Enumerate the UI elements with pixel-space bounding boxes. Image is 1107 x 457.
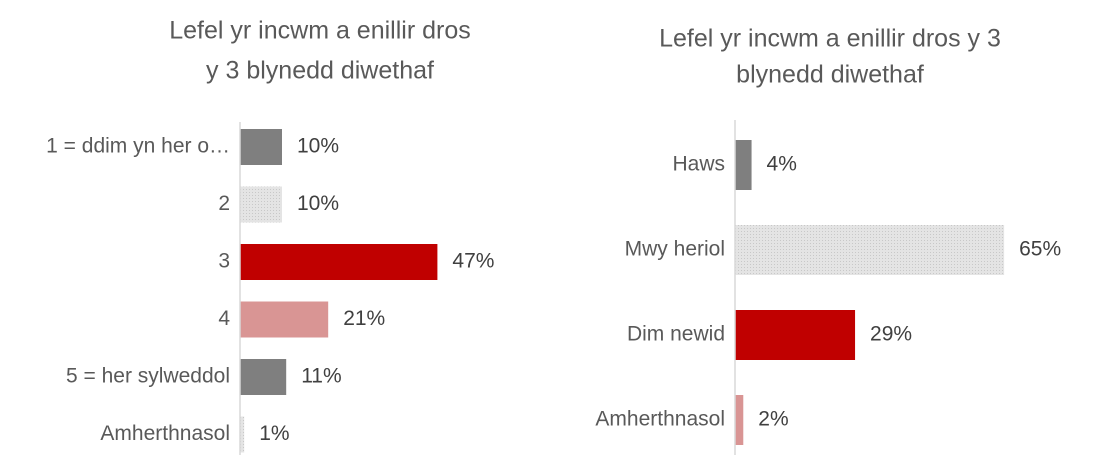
category-label: Amherthnasol [595, 408, 725, 431]
value-label: 10% [297, 192, 339, 215]
category-label: 1 = ddim yn her o… [46, 135, 230, 158]
chart-title: blynedd diwethaf [736, 61, 924, 89]
category-label: 3 [218, 250, 230, 273]
value-label: 2% [758, 408, 788, 431]
value-label: 4% [767, 153, 797, 176]
value-label: 29% [870, 323, 912, 346]
bar [240, 359, 287, 395]
value-label: 21% [343, 307, 385, 330]
value-label: 10% [297, 135, 339, 158]
bar [240, 244, 438, 280]
chart-title: y 3 blynedd diwethaf [206, 57, 434, 85]
value-label: 65% [1019, 238, 1061, 261]
value-label: 11% [301, 365, 341, 388]
bar [735, 310, 856, 360]
bar [735, 140, 752, 190]
bar [240, 416, 245, 453]
value-label: 1% [259, 422, 289, 445]
bar [240, 129, 282, 165]
bar [240, 301, 329, 338]
category-label: 5 = her sylweddol [66, 365, 230, 388]
bar [735, 225, 1005, 275]
bar [735, 395, 744, 445]
category-label: 2 [218, 192, 230, 215]
bar [240, 186, 282, 223]
chart-title: Lefel yr incwm a enillir dros y 3 [659, 25, 1001, 53]
category-label: Mwy heriol [625, 238, 725, 261]
category-label: 4 [218, 307, 230, 330]
chart-title: Lefel yr incwm a enillir dros [169, 17, 471, 45]
category-label: Haws [672, 153, 725, 176]
category-label: Dim newid [627, 323, 725, 346]
category-label: Amherthnasol [100, 422, 230, 445]
value-label: 47% [452, 250, 494, 273]
